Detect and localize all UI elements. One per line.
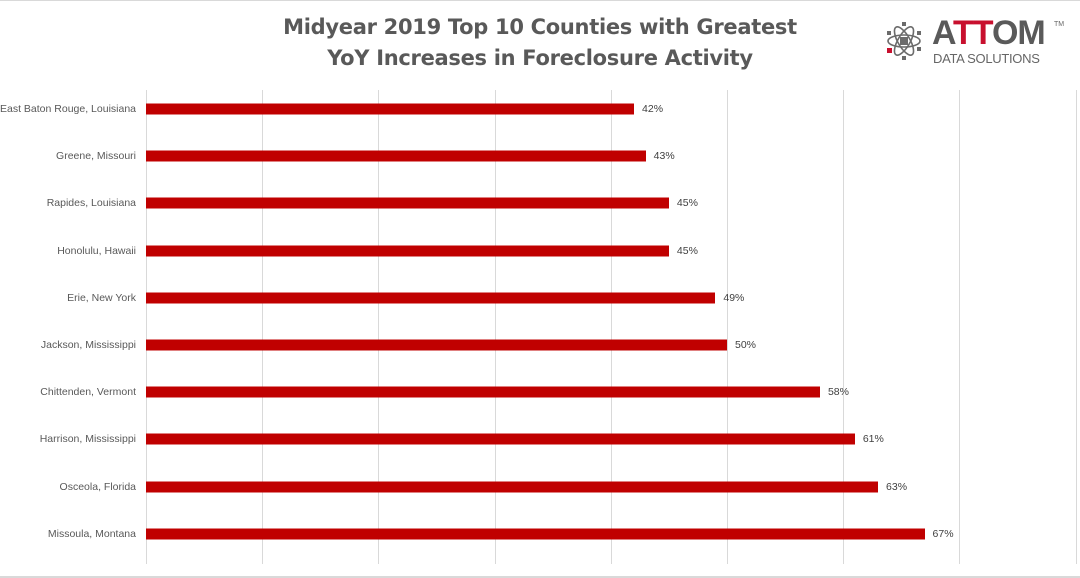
category-label: Jackson, Mississippi [40, 339, 136, 351]
gridline [378, 90, 379, 564]
gridline [1076, 90, 1077, 564]
logo-wordmark: ATTOM [932, 14, 1046, 52]
value-label: 67% [932, 527, 954, 540]
bar [146, 292, 716, 304]
logo-subtitle: DATA SOLUTIONS [933, 51, 1040, 66]
chart-title: Midyear 2019 Top 10 Counties with Greate… [240, 12, 840, 74]
chart-title-line-2: YoY Increases in Foreclosure Activity [327, 46, 753, 70]
category-label: Honolulu, Hawaii [57, 244, 136, 257]
bar [146, 386, 820, 398]
gridline [262, 90, 263, 564]
value-label: 61% [862, 433, 884, 446]
attom-logo: ATTOM TM DATA SOLUTIONS [882, 14, 1067, 68]
gridline [959, 90, 960, 564]
logo-word-om: OM [991, 14, 1046, 52]
bar [146, 433, 855, 445]
value-label: 45% [676, 244, 698, 257]
bottom-border [0, 576, 1080, 578]
category-label: East Baton Rouge, Louisiana [0, 103, 136, 115]
category-label: Rapides, Louisiana [46, 197, 136, 210]
logo-word-tt: TT [953, 14, 993, 52]
category-label: Harrison, Mississippi [39, 433, 136, 446]
category-label: Erie, New York [67, 291, 136, 304]
gridline [843, 90, 844, 564]
value-label: 63% [886, 480, 908, 493]
value-label: 43% [653, 150, 675, 163]
category-label: Osceola, Florida [59, 480, 136, 493]
bar [146, 339, 727, 351]
gridline [611, 90, 612, 564]
bar [146, 103, 635, 115]
value-label: 42% [642, 103, 664, 115]
value-label: 50% [735, 339, 757, 351]
logo-trademark: TM [1054, 21, 1065, 28]
value-label: 45% [676, 197, 698, 210]
bar [146, 197, 669, 209]
gridline [146, 90, 147, 564]
category-label: Chittenden, Vermont [40, 386, 136, 399]
bar [146, 481, 879, 493]
gridline [727, 90, 728, 564]
gridline [495, 90, 496, 564]
value-label: 58% [827, 386, 849, 399]
chart-title-line-1: Midyear 2019 Top 10 Counties with Greate… [283, 15, 797, 39]
bar [146, 245, 669, 257]
top-border [0, 0, 1080, 1]
bar [146, 150, 646, 162]
value-label: 49% [723, 291, 745, 304]
category-label: Greene, Missouri [56, 150, 136, 163]
logo-word-a: A [932, 14, 954, 52]
attom-network-icon [887, 22, 921, 60]
category-label: Missoula, Montana [47, 527, 136, 540]
bar [146, 528, 925, 540]
